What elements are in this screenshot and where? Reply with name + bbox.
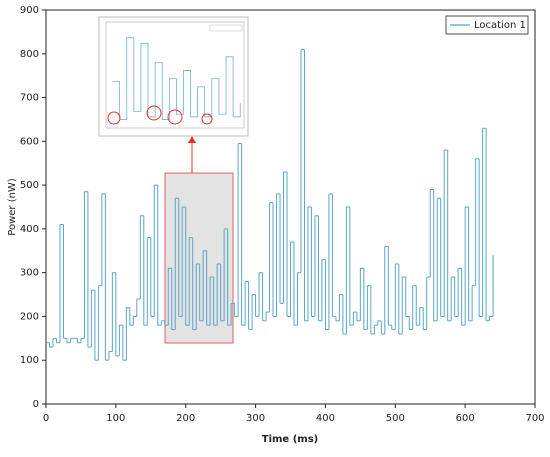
- zoom-region: [164, 172, 234, 344]
- y-tick-label: 700: [20, 93, 39, 104]
- y-tick-label: 900: [20, 5, 39, 16]
- x-tick-label: 700: [525, 413, 544, 424]
- y-axis-label: Power (nW): [7, 178, 18, 236]
- inset-line: [112, 37, 241, 120]
- inset: [98, 16, 249, 137]
- x-tick-label: 600: [456, 413, 475, 424]
- plot-frame: [45, 9, 536, 405]
- inset-legend: [209, 24, 243, 32]
- zoom-arrow-head: [188, 136, 196, 143]
- legend-box: [445, 15, 529, 35]
- x-tick-label: 200: [176, 413, 195, 424]
- legend: Location 1: [445, 15, 529, 35]
- y-tick-label: 100: [20, 355, 39, 366]
- legend-label: Location 1: [474, 20, 526, 31]
- y-tick-label: 600: [20, 136, 39, 147]
- y-tick-label: 0: [33, 399, 39, 410]
- x-axis-label: Time (ms): [262, 434, 318, 445]
- inset-frame: [105, 21, 245, 129]
- y-tick-label: 500: [20, 180, 39, 191]
- inset-plot: [105, 21, 245, 129]
- x-tick-label: 0: [43, 413, 49, 424]
- highlight-circle: [107, 111, 121, 125]
- x-tick-label: 400: [316, 413, 335, 424]
- x-tick-label: 300: [246, 413, 265, 424]
- x-tick-label: 100: [106, 413, 125, 424]
- series-line: [46, 48, 494, 361]
- inset-series: [112, 37, 241, 120]
- highlight-circle: [201, 113, 213, 125]
- highlight-circle: [146, 105, 162, 121]
- y-tick-label: 300: [20, 268, 39, 279]
- y-tick-label: 800: [20, 49, 39, 60]
- highlight-circle: [167, 109, 183, 125]
- x-tick-label: 500: [386, 413, 405, 424]
- y-tick-label: 200: [20, 311, 39, 322]
- y-tick-label: 400: [20, 224, 39, 235]
